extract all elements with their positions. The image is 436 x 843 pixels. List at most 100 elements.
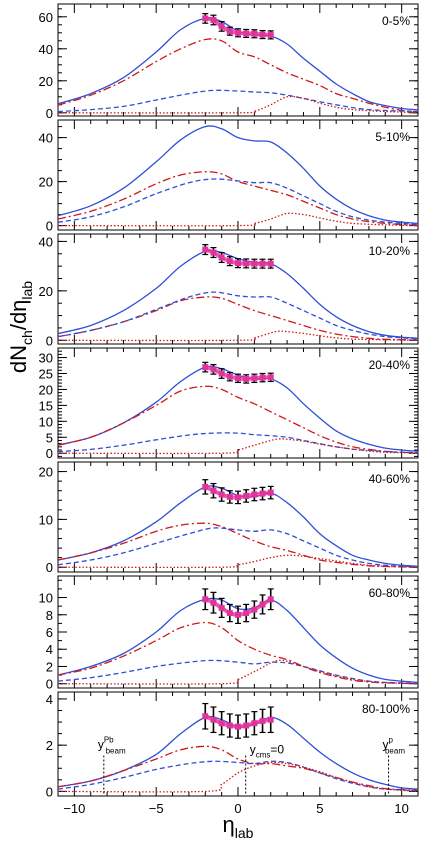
panel-40-60%: 0 10 20 40-60% — [39, 461, 419, 575]
y-tick-label: 20 — [39, 382, 53, 397]
centrality-label: 0-5% — [382, 14, 410, 28]
curve-total — [58, 125, 418, 225]
data-points — [202, 361, 274, 384]
rapidity-marker-label: yp beam — [383, 736, 406, 756]
data-point — [267, 596, 274, 603]
x-tick-label: 5 — [316, 801, 323, 816]
data-points — [202, 588, 274, 624]
curve-red_dotted — [58, 330, 418, 342]
y-axis-title-sub1: ch — [19, 330, 35, 345]
curve-blue_dashed — [58, 178, 418, 226]
data-point — [267, 260, 274, 267]
y-tick-label: 0 — [46, 106, 53, 121]
x-axis-title-main: η — [223, 812, 235, 837]
y-tick-label: 2 — [46, 738, 53, 753]
data-point — [202, 15, 209, 22]
y-tick-label: 8 — [46, 608, 53, 623]
panel-0-5%: 0 20 40 60 0-5% — [39, 3, 419, 121]
curve-red_dashdot — [58, 522, 418, 568]
y-axis-title-main: dN — [6, 345, 31, 373]
y-tick-label: 4 — [46, 692, 53, 707]
y-tick-label: 5 — [46, 430, 53, 445]
x-tick-label: −5 — [149, 801, 164, 816]
data-point — [267, 31, 274, 38]
y-tick-label: 40 — [39, 131, 53, 146]
marker-letter: y — [250, 743, 256, 757]
y-tick-label: 15 — [39, 398, 53, 413]
curve-blue_dashed — [58, 527, 418, 568]
data-point — [267, 489, 274, 496]
centrality-label: 60-80% — [369, 586, 411, 600]
marker-sup: Pb — [104, 736, 114, 745]
data-point — [267, 716, 274, 723]
data-point — [202, 483, 209, 490]
data-points — [202, 13, 274, 40]
y-tick-label: 40 — [39, 42, 53, 57]
curve-blue_dashed — [58, 432, 418, 454]
y-tick-label: 10 — [39, 591, 53, 606]
data-points — [202, 479, 274, 505]
x-tick-label: 10 — [394, 801, 408, 816]
x-tick-label: 0 — [234, 801, 241, 816]
marker-sub: beam — [385, 747, 405, 756]
data-band — [204, 714, 272, 729]
y-tick-label: 0 — [46, 560, 53, 575]
panel-frame — [57, 575, 419, 689]
panel-frame — [57, 461, 419, 573]
curves — [58, 125, 418, 227]
y-tick-label: 20 — [39, 284, 53, 299]
curve-red_dotted — [58, 659, 418, 685]
y-tick-label: 4 — [46, 642, 53, 657]
panel-60-80%: 0 2 4 6 8 10 60-80% — [39, 575, 419, 692]
y-tick-label: 0 — [46, 677, 53, 692]
y-tick-label: 0 — [46, 446, 53, 461]
data-point — [202, 364, 209, 371]
data-band — [204, 16, 271, 37]
data-points — [202, 702, 274, 739]
panel-frame — [57, 233, 419, 345]
curve-red_dashdot — [58, 745, 418, 791]
data-point — [202, 246, 209, 253]
curve-blue_dashed — [58, 291, 418, 340]
data-band — [204, 597, 272, 617]
marker-sub: cms — [256, 751, 271, 760]
curve-red_dashdot — [58, 38, 418, 113]
data-band — [204, 485, 272, 500]
data-point — [267, 374, 274, 381]
y-tick-label: 2 — [46, 659, 53, 674]
curve-red_dotted — [58, 761, 418, 793]
y-tick-label: 25 — [39, 367, 53, 382]
curve-red_dashdot — [58, 621, 418, 685]
rapidity-marker-label: ycms=0 — [250, 743, 285, 760]
centrality-label: 20-40% — [369, 358, 411, 372]
y-tick-label: 20 — [39, 175, 53, 190]
y-tick-label: 60 — [39, 10, 53, 25]
data-points — [202, 244, 274, 269]
x-axis: −10 −5 0 5 10 — [63, 801, 409, 816]
y-tick-label: 10 — [39, 512, 53, 527]
data-point — [202, 596, 209, 603]
curve-red_dotted — [58, 554, 418, 569]
y-tick-label: 20 — [39, 74, 53, 89]
y-tick-label: 6 — [46, 625, 53, 640]
y-tick-label: 0 — [46, 219, 53, 234]
panel-10-20%: 0 20 40 10-20% — [39, 233, 419, 348]
rapidity-marker-label: yPb beam — [98, 736, 126, 756]
x-axis-title: ηlab — [223, 812, 254, 841]
y-tick-label: 20 — [39, 465, 53, 480]
x-axis-title-sub: lab — [235, 825, 254, 841]
data-point — [202, 713, 209, 720]
curve-red_dashdot — [58, 171, 418, 226]
panel-5-10%: 0 20 40 5-10% — [39, 119, 419, 234]
curve-red_dotted — [58, 438, 418, 455]
curve-red_dashdot — [58, 296, 418, 341]
centrality-label: 10-20% — [369, 244, 411, 258]
marker-sup: p — [389, 736, 394, 745]
curve-blue_dashed — [58, 659, 418, 684]
curve-red_dotted — [58, 212, 418, 227]
centrality-label: 80-100% — [362, 702, 410, 716]
